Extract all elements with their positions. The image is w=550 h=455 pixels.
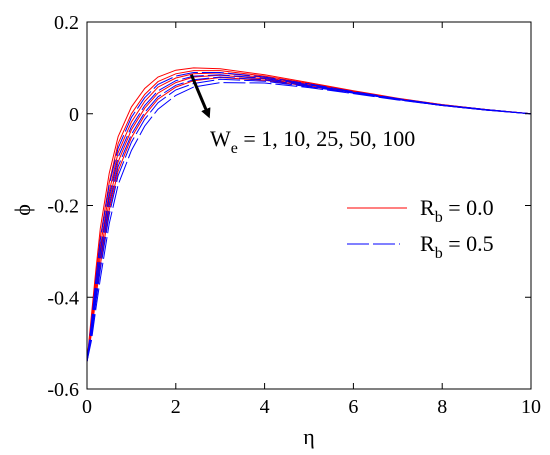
ticks-layer: 0 2 4 6 8 10 -0.6 -0.4 -0.2 0 0.2 [47,12,541,418]
x-tick-label-4: 8 [437,396,447,418]
x-tick-label-0: 0 [82,396,92,418]
y-tick-label-4: 0.2 [54,12,79,34]
annotation-label: We = 1, 10, 25, 50, 100 [210,126,415,157]
y-tick-label-2: -0.2 [47,196,79,218]
series-layer [87,67,531,362]
annotation-rest: = 1, 10, 25, 50, 100 [238,126,415,151]
x-tick-label-3: 6 [348,396,358,418]
series-line-9 [87,82,531,362]
legend-text-red: Rb = 0.0 [420,195,494,226]
y-axis-label: ϕ [10,204,35,216]
x-tick-label-2: 4 [260,396,270,418]
x-tick-label-1: 2 [171,396,181,418]
annotation-main: W [210,126,231,151]
y-tick-label-3: 0 [69,104,79,126]
x-tick-label-5: 10 [521,396,541,418]
x-axis-label: η [303,424,315,449]
y-tick-label-1: -0.4 [47,287,79,309]
annotation-arrow [189,74,211,119]
legend-text-blue: Rb = 0.5 [420,231,494,262]
y-tick-label-0: -0.6 [47,379,79,401]
series-line-8 [87,78,531,362]
legend: Rb = 0.0 Rb = 0.5 [347,195,494,262]
annotation-sub: e [231,140,238,157]
